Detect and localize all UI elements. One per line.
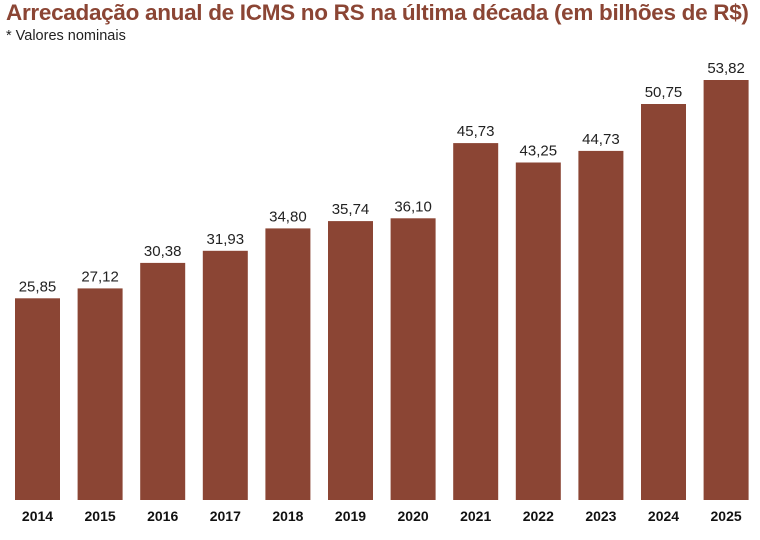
x-tick-label-2025: 2025 [711, 508, 742, 524]
bar-2019 [328, 221, 373, 500]
bar-2017 [202, 250, 248, 500]
chart-title: Arrecadação anual de ICMS no RS na últim… [6, 0, 749, 25]
value-label-2014: 25,85 [19, 278, 57, 295]
x-tick-label-2021: 2021 [460, 508, 491, 524]
value-label-2016: 30,38 [144, 243, 182, 260]
bar-2015 [77, 288, 123, 500]
value-label-2015: 27,12 [81, 268, 119, 285]
category-labels-group: 2014 2015 2016 2017 2018 2019 2020 2021 2022 2023… [22, 508, 742, 524]
x-tick-label-2018: 2018 [272, 508, 303, 524]
x-tick-label-2022: 2022 [523, 508, 554, 524]
value-label-2017: 31,93 [207, 231, 245, 248]
value-label-2021: 45,73 [457, 123, 495, 140]
value-label-2024: 50,75 [645, 84, 683, 101]
bar-2023 [578, 150, 624, 500]
value-labels-group: 25,85 27,12 30,38 31,93 34,80 35,74 36,10 45,73… [19, 60, 745, 295]
bar-2018 [265, 228, 311, 500]
x-tick-label-2014: 2014 [22, 508, 53, 524]
value-label-2025: 53,82 [707, 60, 745, 77]
bar-2022 [515, 162, 561, 500]
value-label-2022: 43,25 [520, 143, 558, 160]
x-tick-label-2024: 2024 [648, 508, 679, 524]
chart-subtitle: * Valores nominais [6, 28, 126, 44]
x-tick-label-2016: 2016 [147, 508, 178, 524]
bar-2014 [15, 298, 60, 500]
value-label-2020: 36,10 [394, 198, 432, 215]
x-tick-label-2019: 2019 [335, 508, 366, 524]
x-tick-label-2023: 2023 [585, 508, 616, 524]
value-label-2019: 35,74 [332, 201, 370, 218]
value-label-2023: 44,73 [582, 131, 620, 148]
bar-2021 [453, 143, 499, 500]
bar-2024 [641, 104, 686, 500]
bar-2025 [703, 80, 749, 500]
x-tick-label-2017: 2017 [210, 508, 241, 524]
value-label-2018: 34,80 [269, 208, 307, 225]
x-tick-label-2015: 2015 [85, 508, 116, 524]
x-tick-label-2020: 2020 [398, 508, 429, 524]
bar-2016 [140, 262, 186, 500]
bars-group [15, 80, 749, 501]
bar-2020 [390, 218, 436, 501]
